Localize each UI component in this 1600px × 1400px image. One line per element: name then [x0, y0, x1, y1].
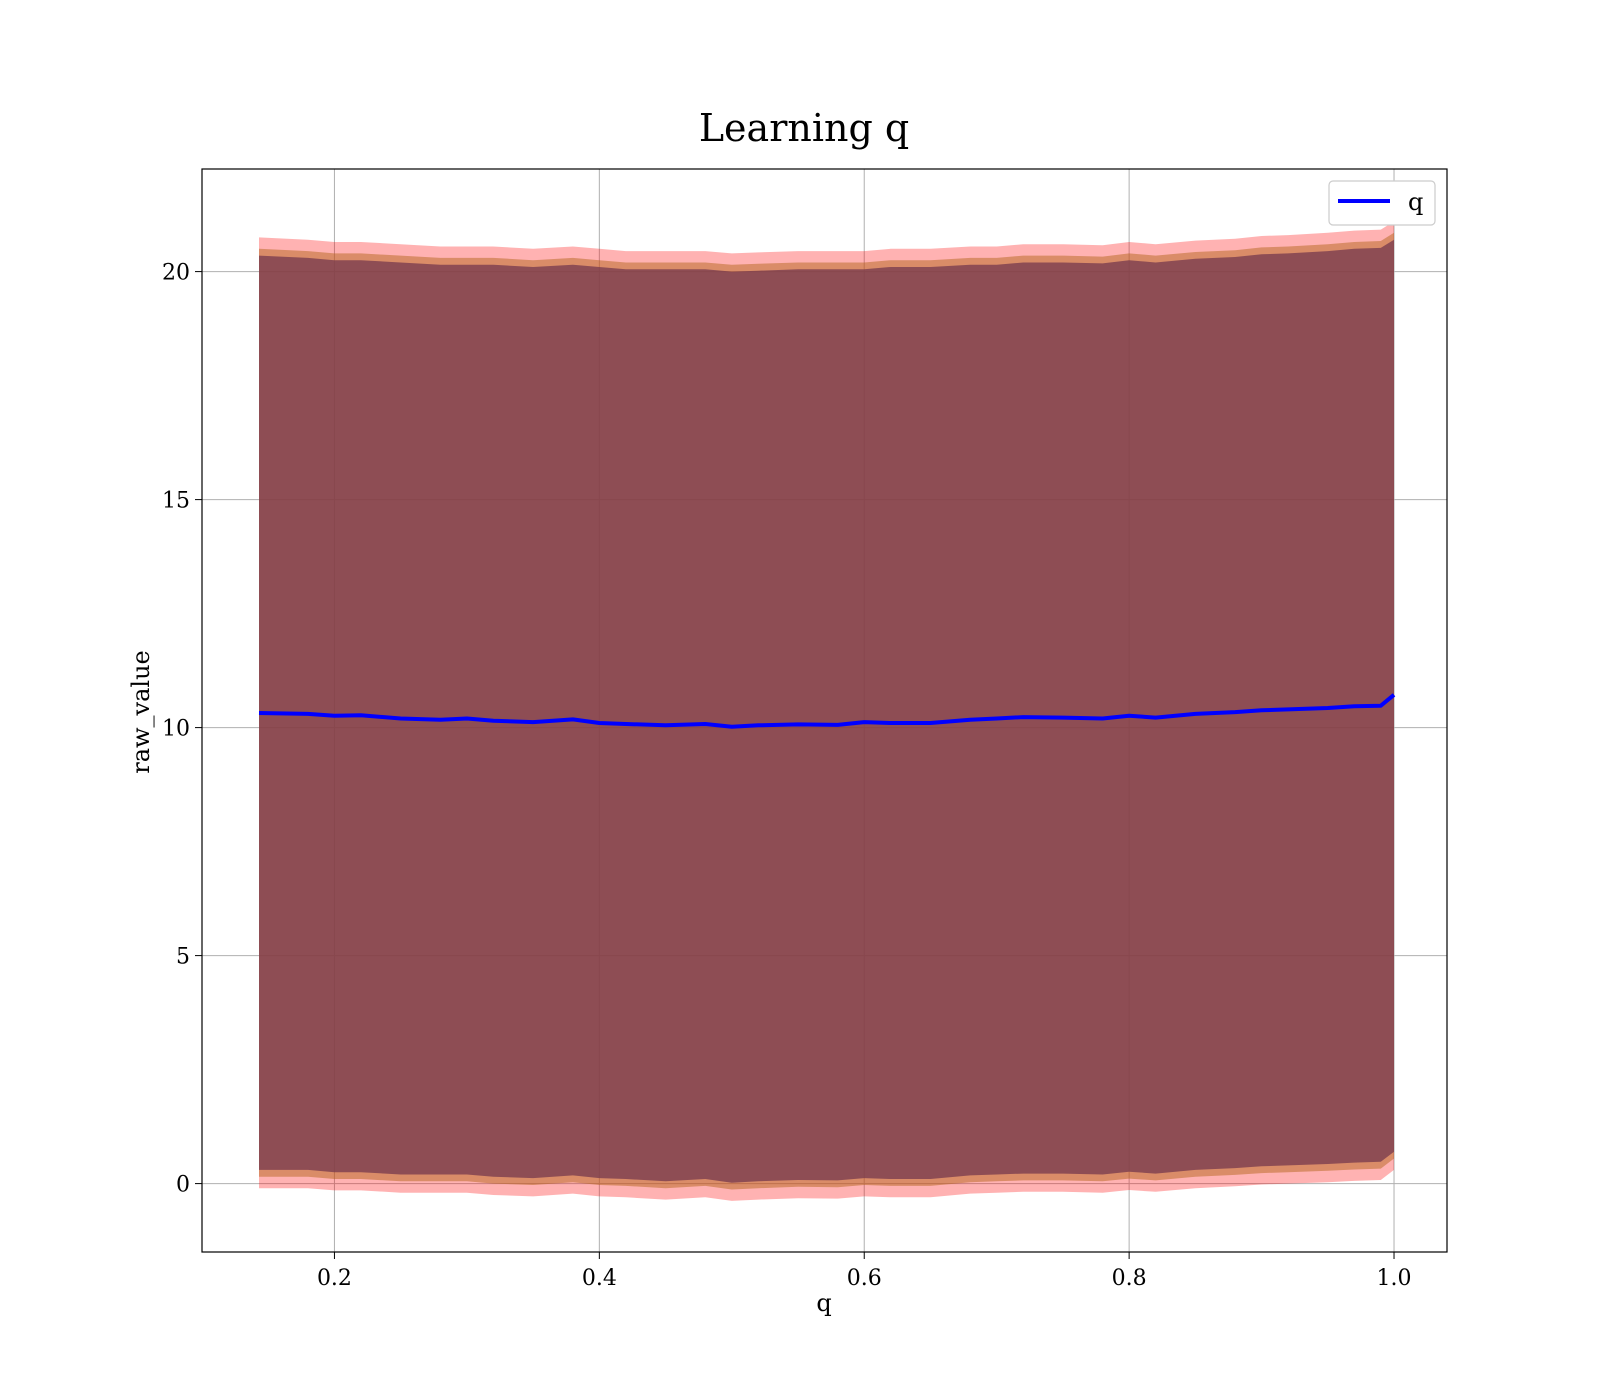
x-tick-label: 1.0	[1377, 1266, 1412, 1291]
y-tick-label: 0	[176, 1173, 190, 1198]
y-tick-label: 5	[176, 945, 190, 970]
y-axis: 0 5 10 15 20	[162, 261, 202, 1198]
legend-label: q	[1408, 188, 1423, 216]
chart-title: Learning q	[699, 106, 909, 150]
y-tick-label: 15	[162, 489, 190, 514]
y-tick-label: 20	[162, 261, 190, 286]
x-axis: 0.2 0.4 0.6 0.8 1.0	[317, 1252, 1412, 1291]
x-tick-label: 0.8	[1112, 1266, 1147, 1291]
plot-frame	[201, 168, 1448, 1253]
x-axis-label: q	[816, 1289, 831, 1317]
y-axis-label: raw_value	[127, 650, 155, 774]
x-tick-label: 0.4	[582, 1266, 617, 1291]
series-layer	[258, 693, 1396, 729]
legend: q	[1328, 180, 1436, 226]
x-tick-label: 0.2	[317, 1266, 352, 1291]
y-tick-label: 10	[162, 717, 190, 742]
confidence-bands	[259, 221, 1394, 1201]
x-tick-label: 0.6	[847, 1266, 882, 1291]
series-line-q	[258, 693, 1396, 729]
inner-confidence-band	[259, 239, 1394, 1183]
